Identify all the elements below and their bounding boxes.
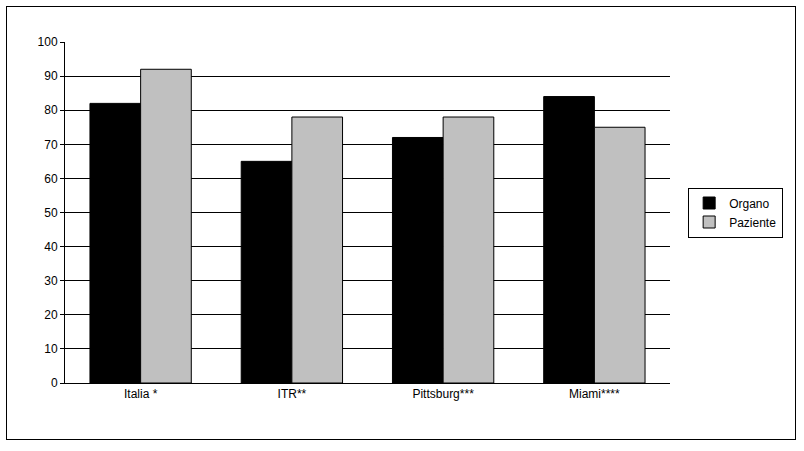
svg-text:100: 100 <box>38 35 58 49</box>
svg-text:ITR**: ITR** <box>278 387 307 401</box>
svg-text:Miami****: Miami**** <box>569 387 620 401</box>
svg-text:70: 70 <box>44 138 58 152</box>
svg-text:80: 80 <box>44 103 58 117</box>
svg-text:Italia *: Italia * <box>124 387 158 401</box>
svg-text:50: 50 <box>44 206 58 220</box>
svg-text:40: 40 <box>44 240 58 254</box>
svg-text:10: 10 <box>44 342 58 356</box>
svg-text:30: 30 <box>44 274 58 288</box>
svg-text:0: 0 <box>51 376 58 390</box>
svg-text:90: 90 <box>44 69 58 83</box>
svg-text:Pittsburg***: Pittsburg*** <box>412 387 474 401</box>
svg-text:20: 20 <box>44 308 58 322</box>
svg-text:60: 60 <box>44 172 58 186</box>
svg-text:Organo: Organo <box>729 197 769 211</box>
svg-text:Paziente: Paziente <box>729 216 776 230</box>
